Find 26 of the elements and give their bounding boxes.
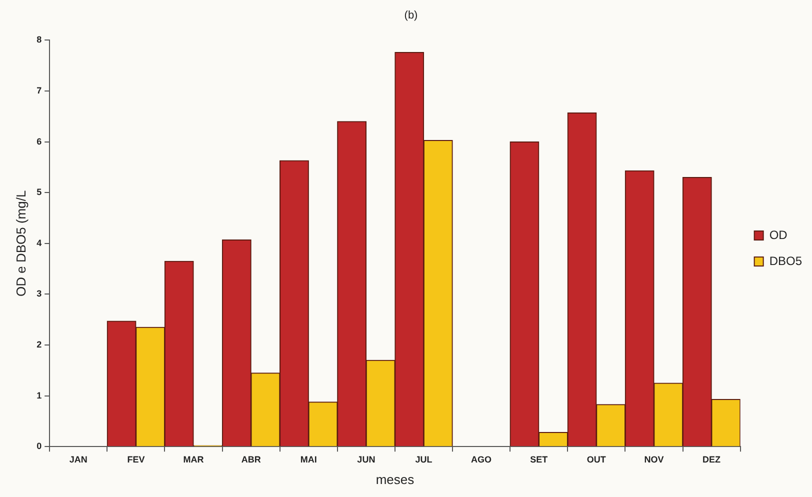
x-tick-label: ABR <box>241 454 262 464</box>
y-tick-label: 0 <box>36 441 42 452</box>
x-tick-label: MAI <box>300 454 317 464</box>
x-tick-label: JAN <box>69 454 88 464</box>
chart-title: (b) <box>404 10 418 22</box>
y-tick-label: 7 <box>36 85 42 96</box>
x-tick-label: MAR <box>183 454 204 464</box>
legend-label: DBO5 <box>769 254 802 268</box>
y-tick-label: 8 <box>36 34 42 45</box>
x-tick-label: SET <box>530 454 548 464</box>
x-tick-label: AGO <box>471 454 492 464</box>
x-tick-label: FEV <box>127 454 145 464</box>
legend-label: OD <box>769 228 788 242</box>
y-tick-label: 2 <box>36 339 42 350</box>
y-tick-label: 4 <box>36 238 42 248</box>
x-tick-label: OUT <box>586 454 606 464</box>
y-tick-label: 6 <box>36 136 42 146</box>
y-axis-title: OD e DBO5 (mg/L <box>13 190 28 296</box>
y-tick-label: 1 <box>36 390 42 400</box>
x-tick-label: JUN <box>357 454 376 464</box>
y-tick-label: 5 <box>36 187 42 198</box>
y-tick-label: 3 <box>36 288 42 299</box>
x-tick-label: NOV <box>644 454 664 464</box>
x-tick-label: JUL <box>415 454 433 464</box>
x-tick-label: DEZ <box>702 454 722 464</box>
x-axis-title: meses <box>376 472 415 487</box>
